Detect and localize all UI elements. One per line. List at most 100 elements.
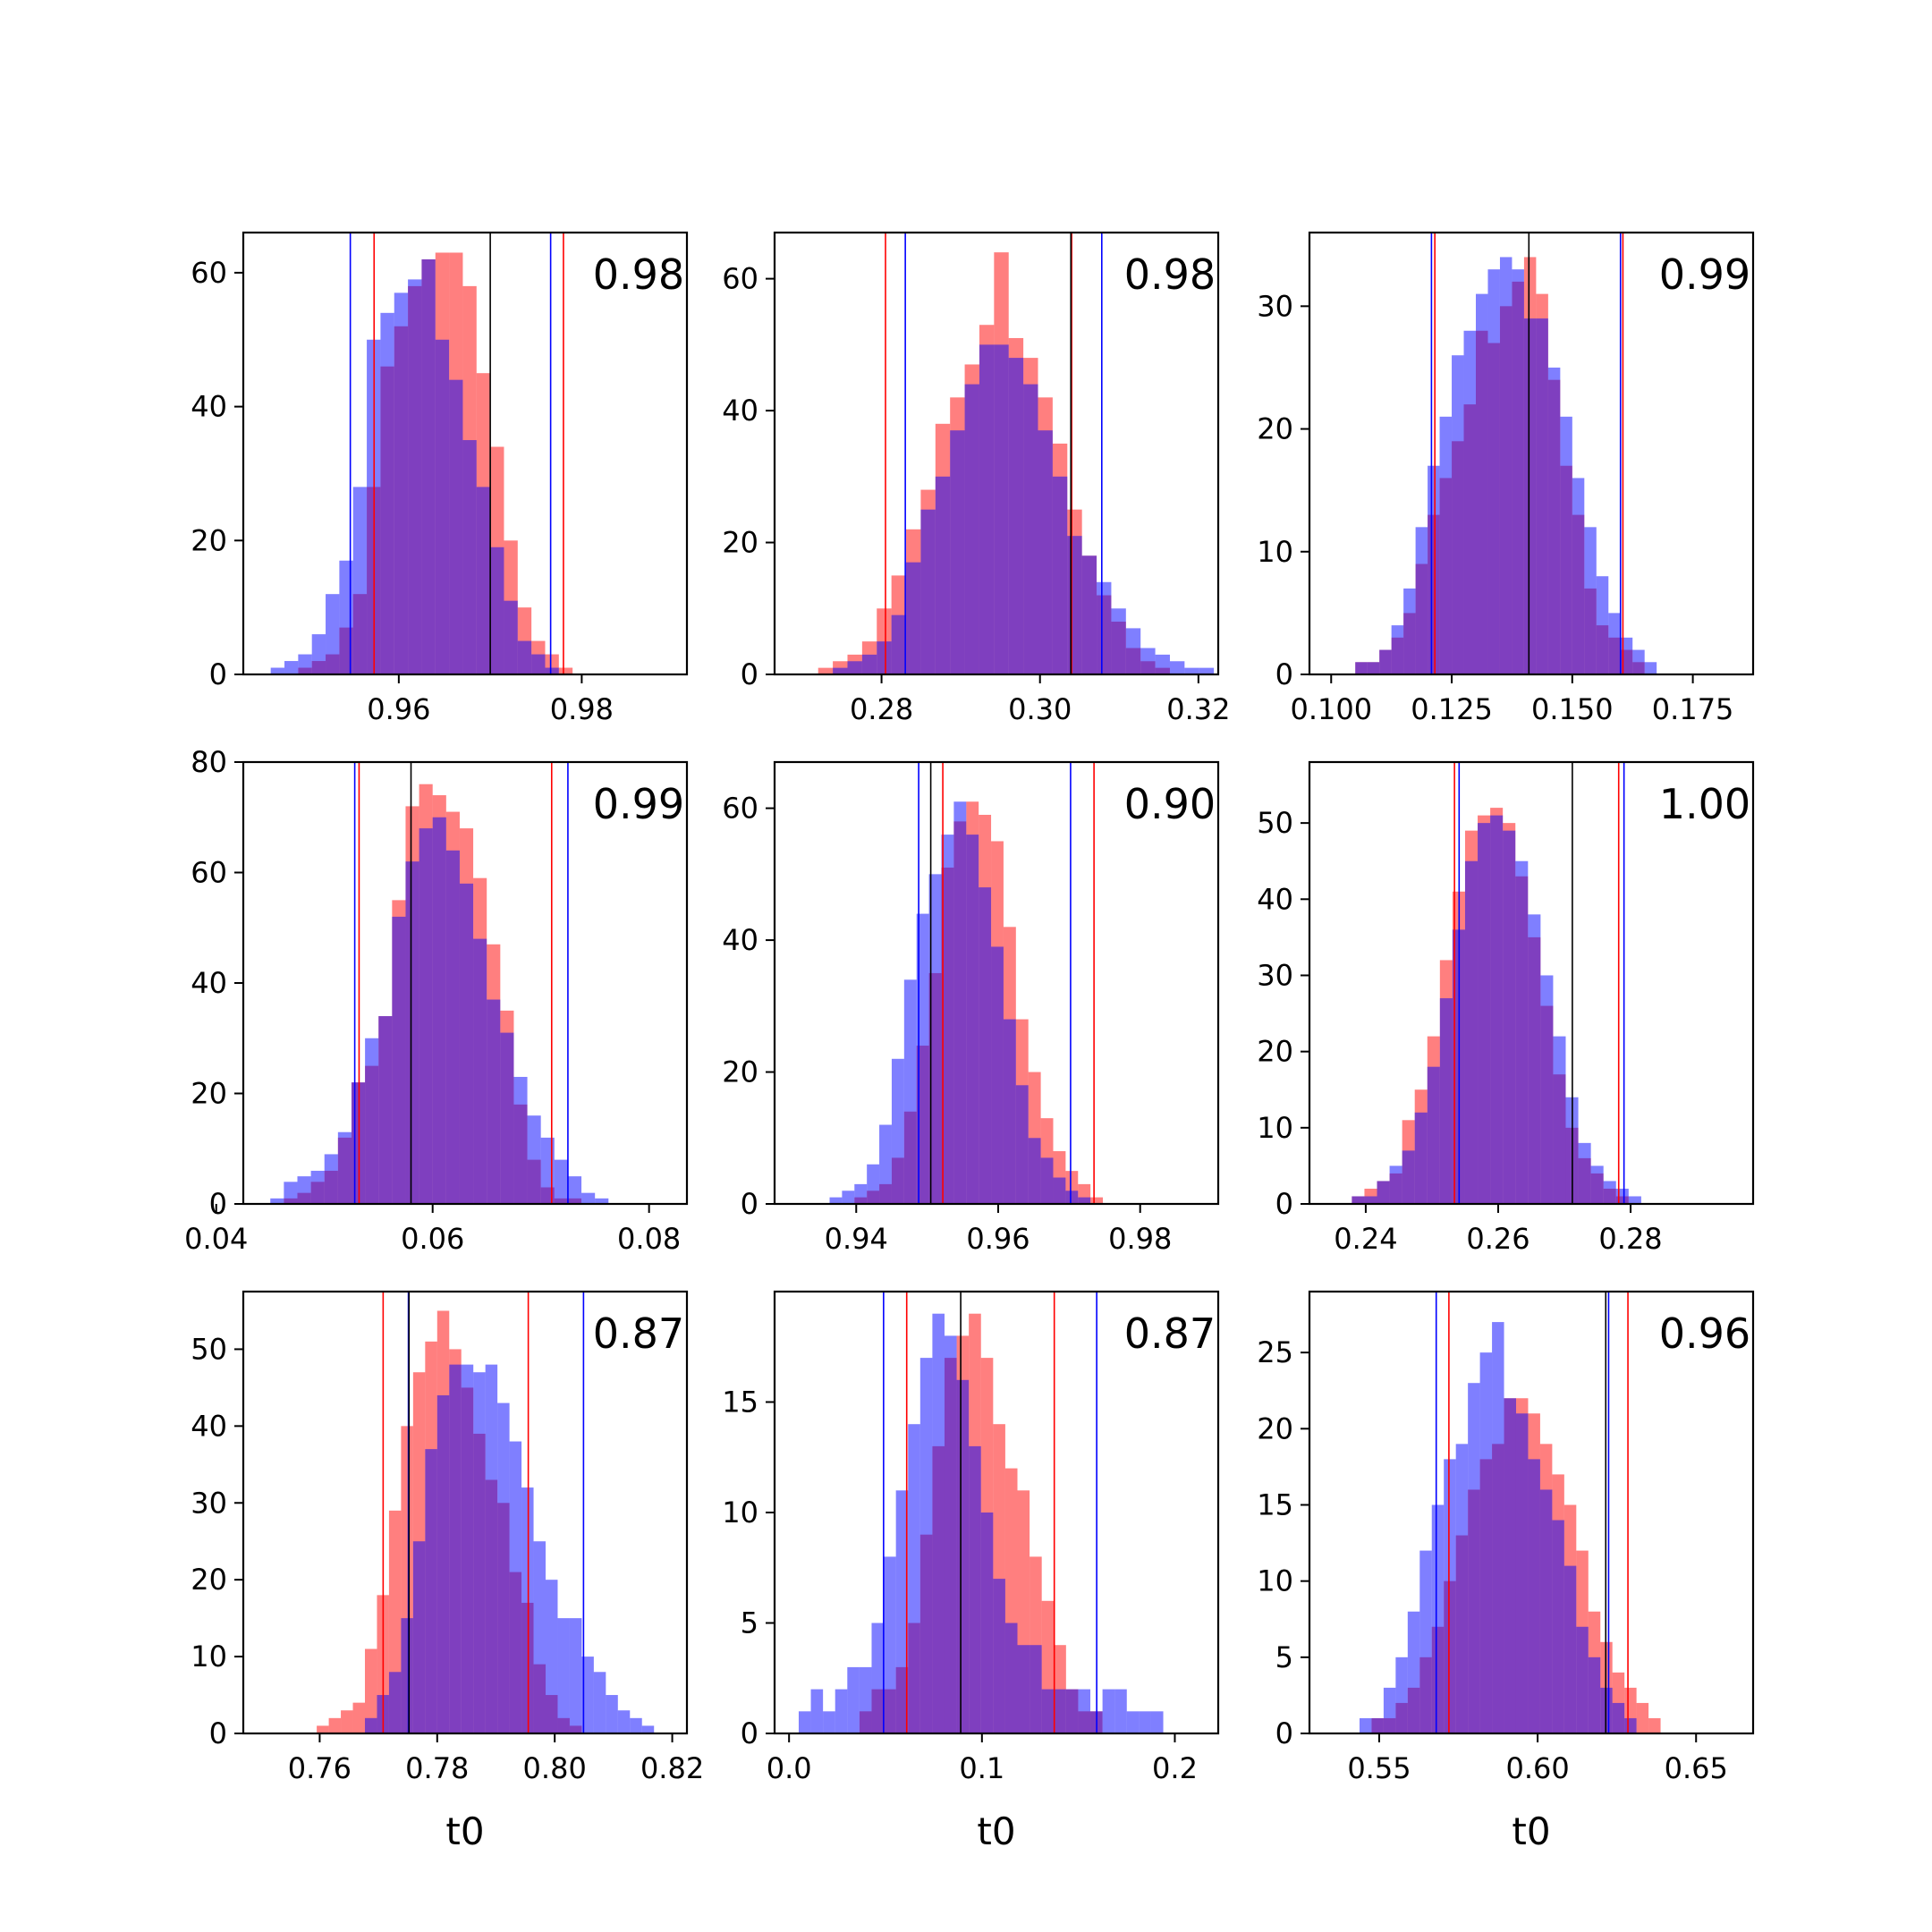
histogram-panel-4: 0.04 0.06 0.08 0 20 40 60 80 0.99 xyxy=(184,745,689,1256)
histogram-bar-blue xyxy=(1004,1623,1018,1733)
histogram-bar-blue xyxy=(1552,1520,1564,1733)
histogram-bar-blue xyxy=(1003,1019,1016,1204)
histogram-bar-blue xyxy=(835,1689,848,1733)
histogram-bar-blue xyxy=(1150,1711,1164,1733)
y-tick-label: 50 xyxy=(191,1332,227,1366)
x-tick-label: 0.150 xyxy=(1531,692,1614,726)
y-tick-label: 15 xyxy=(722,1385,758,1419)
histogram-bar-blue xyxy=(877,641,892,674)
histogram-bar-red xyxy=(1648,1717,1661,1733)
histogram-bar-blue xyxy=(1479,1352,1493,1733)
y-tick-label: 20 xyxy=(1257,1035,1293,1069)
y-tick-label: 60 xyxy=(191,256,227,290)
histogram-bar-blue xyxy=(1547,367,1561,674)
histogram-bar-blue xyxy=(445,850,460,1204)
histogram-bar-blue xyxy=(462,440,477,674)
histogram-bar-blue xyxy=(581,1192,596,1204)
histogram-bar-blue xyxy=(879,1124,892,1204)
y-tick-label: 0 xyxy=(209,657,227,691)
histogram-bar-blue xyxy=(1536,318,1548,674)
histogram-bar-blue xyxy=(1364,1196,1377,1204)
histogram-bar-blue xyxy=(1391,625,1404,674)
histogram-bar-blue xyxy=(1528,1459,1540,1733)
y-tick-label: 0 xyxy=(1275,1716,1293,1750)
histogram-bar-blue xyxy=(1371,1717,1384,1733)
x-tick-label: 0.80 xyxy=(523,1751,587,1785)
histogram-bar-blue xyxy=(1199,667,1215,674)
histogram-bar-blue xyxy=(517,640,532,674)
x-tick-label: 0.76 xyxy=(288,1751,352,1785)
histogram-bar-blue xyxy=(405,861,419,1204)
histogram-bar-blue xyxy=(1355,662,1368,674)
x-tick-label: 0.100 xyxy=(1290,692,1372,726)
histogram-bar-blue xyxy=(1395,1657,1408,1733)
histogram-bar-blue xyxy=(326,594,340,674)
x-tick-label: 0.24 xyxy=(1334,1222,1397,1256)
x-tick-label: 0.125 xyxy=(1411,692,1493,726)
histogram-bar-red xyxy=(328,1717,342,1733)
histogram-bar-blue xyxy=(991,946,1004,1204)
x-axis-label: t0 xyxy=(445,1809,484,1853)
x-tick-label: 0.175 xyxy=(1652,692,1734,726)
histogram-bar-blue xyxy=(1603,1181,1616,1204)
histogram-bar-blue xyxy=(1478,823,1491,1204)
y-tick-label: 20 xyxy=(191,1077,227,1111)
histogram-bar-blue xyxy=(1492,1322,1504,1733)
y-tick-label: 25 xyxy=(1257,1335,1293,1369)
y-tick-label: 40 xyxy=(722,394,758,428)
histogram-bar-blue xyxy=(392,916,406,1204)
histogram-bar-blue xyxy=(1065,1689,1079,1733)
histogram-bar-blue xyxy=(527,1115,541,1204)
x-tick-label: 0.94 xyxy=(825,1222,888,1256)
histogram-bar-blue xyxy=(324,1154,338,1204)
histogram-bar-blue xyxy=(432,817,446,1204)
histogram-panel-2: 0.28 0.30 0.32 0 20 40 60 0.98 xyxy=(722,231,1230,726)
histogram-bar-blue xyxy=(351,1082,366,1204)
histogram-bar-blue xyxy=(1428,465,1440,674)
histogram-bar-blue xyxy=(969,1445,981,1733)
histogram-bar-blue xyxy=(1111,608,1126,674)
histogram-bar-blue xyxy=(964,384,979,674)
histogram-bar-blue xyxy=(1419,1550,1432,1733)
histogram-bar-blue xyxy=(1464,860,1479,1204)
histogram-bar-blue xyxy=(1615,1188,1629,1204)
histogram-bar-red xyxy=(317,1725,329,1733)
histogram-bar-blue xyxy=(581,1657,594,1733)
histogram-bar-blue xyxy=(545,667,559,674)
histogram-bar-blue xyxy=(1126,1711,1140,1733)
histogram-bar-blue xyxy=(567,1176,582,1204)
histogram-bar-blue xyxy=(473,938,487,1204)
histogram-bar-blue xyxy=(380,312,394,674)
histogram-panel-7: 0.76 0.78 0.80 0.82 0 10 20 30 40 50 0.87 t0 xyxy=(191,1290,704,1853)
histogram-bar-blue xyxy=(1352,1196,1365,1204)
annotation-value: 0.99 xyxy=(593,780,684,828)
x-tick-label: 0.30 xyxy=(1008,692,1072,726)
y-tick-label: 0 xyxy=(1275,1187,1293,1221)
histogram-bar-blue xyxy=(436,1394,450,1733)
histogram-bar-blue xyxy=(1612,1702,1625,1733)
histogram-bar-blue xyxy=(617,1710,631,1733)
histogram-panel-9: 0.55 0.60 0.65 0 5 10 15 20 25 0.96 t0 xyxy=(1257,1290,1755,1853)
y-tick-label: 5 xyxy=(1275,1640,1293,1674)
histogram-bar-red xyxy=(364,1648,377,1733)
histogram-bar-blue xyxy=(1468,1383,1480,1733)
histogram-bar-blue xyxy=(606,1695,618,1733)
y-tick-label: 40 xyxy=(191,1409,227,1443)
histogram-bar-blue xyxy=(593,1672,606,1733)
histogram-bar-blue xyxy=(833,667,848,674)
histogram-bar-blue xyxy=(449,379,463,674)
histogram-bar-blue xyxy=(641,1725,655,1733)
plot-area xyxy=(798,1292,1164,1733)
histogram-bar-blue xyxy=(1512,269,1524,674)
histogram-bar-blue xyxy=(1539,1489,1553,1733)
histogram-bar-blue xyxy=(932,1313,945,1733)
histogram-bar-blue xyxy=(1414,1112,1428,1204)
histogram-bar-blue xyxy=(500,1032,514,1204)
histogram-bar-blue xyxy=(867,1164,880,1204)
annotation-value: 0.98 xyxy=(593,250,684,299)
x-tick-label: 0.96 xyxy=(966,1222,1030,1256)
histogram-bar-blue xyxy=(513,1076,528,1204)
histogram-bar-blue xyxy=(871,1623,885,1733)
histogram-bar-blue xyxy=(311,634,326,674)
